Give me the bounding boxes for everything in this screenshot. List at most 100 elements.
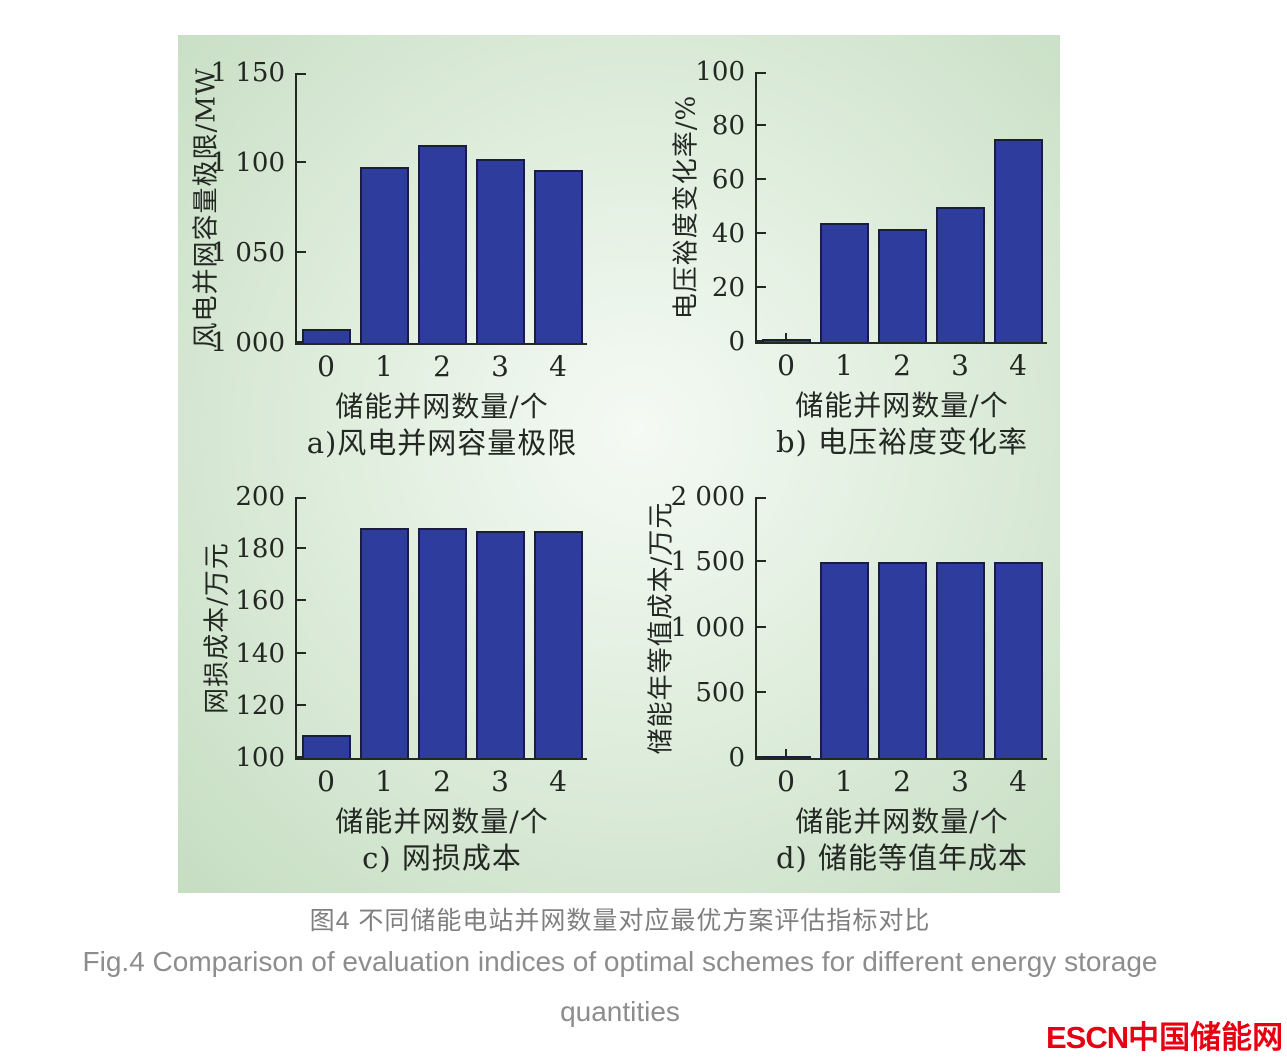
figure-panel: 风电并网容量极限/MW 储能并网数量/个 a)风电并网容量极限 1 000 1 0… (178, 35, 1060, 893)
x-axis-tick-label: 1 (835, 765, 853, 798)
y-axis-tick-label: 0 (728, 327, 745, 357)
y-axis-tick (757, 178, 766, 180)
subplot-c-caption: c) 网损成本 (362, 841, 522, 875)
y-axis-tick (757, 72, 766, 74)
escn-logo-chinese-text: 中国储能网 (1128, 1020, 1284, 1055)
y-axis-tick (297, 599, 306, 602)
y-axis-tick-label: 60 (711, 165, 745, 195)
bar-d-3 (935, 562, 985, 758)
x-axis-tick-label: 3 (491, 765, 509, 798)
subplot-c-y-axis-label: 网损成本/万元 (202, 541, 233, 714)
subplot-d-x-axis-label: 储能并网数量/个 (795, 805, 1009, 838)
subplot-d-plot-area: 储能年等值成本/万元 储能并网数量/个 d) 储能等值年成本 0 500 1 000… (647, 482, 1047, 875)
y-axis-tick (757, 560, 766, 563)
y-axis-tick-label: 40 (711, 219, 745, 249)
x-axis-tick-label: 0 (777, 765, 795, 798)
x-axis-tick-label: 3 (491, 350, 509, 383)
bar-a-3 (475, 159, 525, 343)
x-axis-tick-label: 1 (375, 765, 393, 798)
x-axis-tick-label: 0 (777, 349, 795, 382)
subplot-a-caption: a)风电并网容量极限 (306, 426, 578, 460)
bar-b-3 (935, 207, 985, 342)
y-axis-tick-label: 1 150 (210, 58, 285, 88)
bar-c-3 (475, 531, 525, 758)
y-axis-tick-label: 120 (235, 690, 285, 721)
subplot-b-plot-area: 电压裕度变化率/% 储能并网数量/个 b) 电压裕度变化率 0 20 40 60 80 1… (672, 57, 1047, 459)
bar-d-4 (993, 562, 1043, 758)
bar-c-1 (359, 528, 409, 758)
bar-b-2 (877, 229, 927, 342)
y-axis-tick (297, 703, 306, 706)
bar-a-1 (359, 167, 409, 343)
y-axis-tick-label: 1 000 (210, 328, 285, 358)
bar-c-0 (301, 735, 351, 758)
x-axis-tick-label: 2 (893, 765, 911, 798)
y-axis-tick-label: 200 (235, 482, 285, 512)
y-axis-tick (757, 232, 766, 234)
x-axis-tick (785, 749, 787, 758)
bar-a-2 (417, 145, 467, 343)
x-axis-tick-label: 4 (549, 350, 567, 383)
x-axis-tick-label: 0 (317, 350, 335, 383)
x-axis-tick-label: 0 (317, 765, 335, 798)
x-axis-tick (785, 333, 787, 342)
y-axis-tick (297, 547, 306, 550)
y-axis-tick-label: 100 (695, 57, 745, 87)
figure-caption-english-line2: quantities (560, 996, 680, 1027)
figure-caption-chinese: 图4 不同储能电站并网数量对应最优方案评估指标对比 (309, 907, 931, 935)
y-axis-tick-label: 1 500 (670, 547, 745, 578)
bar-b-1 (819, 223, 869, 342)
subplot-a-y-axis-label: 风电并网容量极限/MW (191, 67, 222, 349)
y-axis-tick-label: 2 000 (670, 482, 745, 512)
x-axis-tick-label: 2 (433, 350, 451, 383)
bar-d-0 (761, 756, 811, 758)
y-axis-tick-label: 1 000 (670, 612, 745, 643)
figure-caption-english-line1: Fig.4 Comparison of evaluation indices o… (82, 946, 1158, 977)
subplot-c-x-axis-label: 储能并网数量/个 (335, 805, 549, 838)
y-axis-tick (757, 124, 766, 126)
y-axis-tick-label: 1 100 (210, 148, 285, 178)
subplot-c-plot-area: 网损成本/万元 储能并网数量/个 c) 网损成本 100 120 140 160 180… (203, 482, 587, 875)
subplot-a-x-axis-label: 储能并网数量/个 (335, 390, 549, 423)
y-axis-tick-label: 180 (235, 534, 285, 565)
y-axis-tick (297, 161, 306, 163)
y-axis-tick (297, 651, 306, 654)
y-axis-tick-label: 0 (728, 743, 745, 773)
escn-logo-text: ESCN (1046, 1020, 1129, 1055)
x-axis-tick-label: 3 (951, 765, 969, 798)
x-axis-tick-label: 2 (893, 349, 911, 382)
escn-watermark-logo: ESCN中国储能网 (1046, 1012, 1283, 1057)
y-axis-tick (297, 73, 306, 75)
y-axis-tick (757, 690, 766, 693)
y-axis-tick-label: 160 (235, 586, 285, 617)
y-axis-tick (297, 251, 306, 253)
y-axis-tick-label: 100 (235, 743, 285, 773)
x-axis-tick-label: 4 (1009, 765, 1027, 798)
bar-d-1 (819, 562, 869, 758)
y-axis-tick (757, 286, 766, 288)
x-axis-tick-label: 4 (549, 765, 567, 798)
subplot-d-caption: d) 储能等值年成本 (775, 841, 1029, 875)
x-axis-tick-label: 1 (835, 349, 853, 382)
bar-a-4 (533, 170, 583, 343)
x-axis-tick-label: 2 (433, 765, 451, 798)
x-axis-tick-label: 4 (1009, 349, 1027, 382)
y-axis-tick-label: 1 050 (210, 238, 285, 268)
y-axis-tick (757, 625, 766, 628)
bar-b-4 (993, 139, 1043, 342)
y-axis-tick-label: 500 (695, 677, 745, 708)
y-axis-tick-label: 140 (235, 638, 285, 669)
y-axis-tick (297, 497, 306, 499)
y-axis-tick-label: 20 (711, 273, 745, 303)
bar-c-4 (533, 531, 583, 758)
subplot-b-caption: b) 电压裕度变化率 (775, 425, 1029, 459)
x-axis-tick-label: 3 (951, 349, 969, 382)
bar-b-0 (761, 339, 811, 342)
bar-a-0 (301, 329, 351, 343)
subplot-b-x-axis-label: 储能并网数量/个 (795, 389, 1009, 422)
subplot-a-plot-area: 风电并网容量极限/MW 储能并网数量/个 a)风电并网容量极限 1 000 1 0… (192, 58, 587, 460)
x-axis-tick-label: 1 (375, 350, 393, 383)
bar-d-2 (877, 562, 927, 758)
y-axis-tick-label: 80 (711, 111, 745, 141)
